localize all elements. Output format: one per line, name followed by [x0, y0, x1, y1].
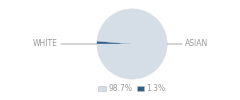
Legend: 98.7%, 1.3%: 98.7%, 1.3%: [95, 81, 169, 96]
Wedge shape: [97, 41, 132, 44]
Wedge shape: [97, 9, 167, 79]
Text: WHITE: WHITE: [33, 40, 97, 48]
Text: ASIAN: ASIAN: [167, 40, 208, 48]
